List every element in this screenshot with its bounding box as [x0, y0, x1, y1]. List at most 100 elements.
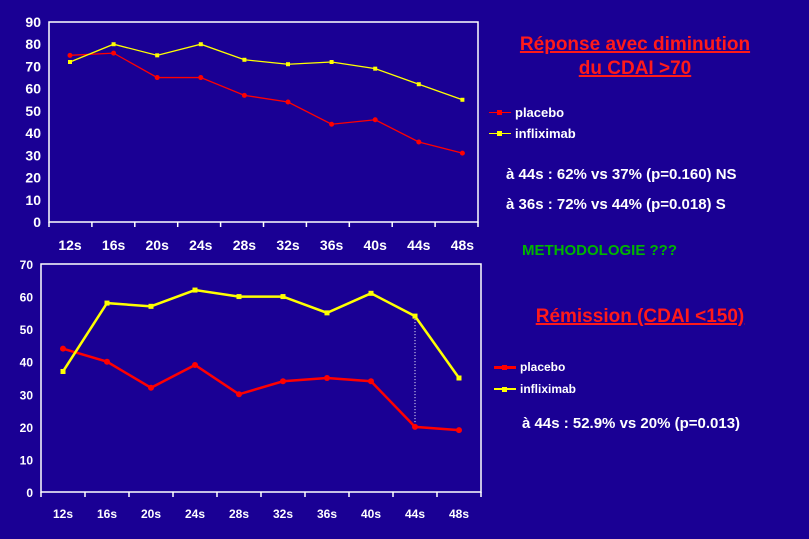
- chart2-x-tick-label: 44s: [405, 507, 425, 521]
- chart2-y-tick-label: 60: [20, 291, 34, 305]
- chart2-y-tick-label: 30: [20, 388, 34, 402]
- placebo-line-icon: [489, 110, 511, 115]
- chart2-placebo-point: [148, 384, 154, 391]
- chart1-placebo-point: [111, 50, 117, 56]
- chart2-placebo-point: [60, 345, 66, 352]
- chart2-infliximab-point: [236, 294, 242, 300]
- chart1-infliximab-point: [198, 42, 203, 47]
- chart2-infliximab-point: [368, 290, 374, 296]
- chart2-y-tick-label: 0: [26, 486, 33, 500]
- chart1-infliximab-point: [416, 82, 421, 87]
- chart1-infliximab-point: [242, 57, 247, 62]
- chart1-y-tick-label: 70: [25, 58, 41, 74]
- legend-label: placebo: [520, 360, 566, 374]
- chart1-infliximab-point: [155, 53, 160, 58]
- chart2-infliximab-point: [324, 310, 330, 316]
- chart1-x-tick-label: 44s: [407, 237, 431, 253]
- chart1-placebo-point: [241, 92, 247, 98]
- chart2-placebo-point: [456, 427, 462, 434]
- chart2-x-tick-label: 24s: [185, 507, 205, 521]
- chart2-x-tick-label: 16s: [97, 507, 117, 521]
- chart1-placebo-point: [67, 52, 73, 58]
- chart2-x-tick-label: 20s: [141, 507, 161, 521]
- chart2-placebo-point: [324, 375, 330, 381]
- chart2-legend-infliximab: infliximab: [494, 382, 576, 396]
- chart1-x-tick-label: 16s: [102, 237, 126, 253]
- infliximab-line-icon: [494, 387, 516, 392]
- chart1-x-tick-label: 40s: [364, 237, 388, 253]
- chart1-y-tick-label: 10: [25, 192, 41, 208]
- chart1-y-tick-label: 30: [25, 147, 41, 163]
- chart1-y-tick-label: 60: [25, 81, 41, 97]
- chart2-infliximab-point: [456, 375, 462, 381]
- chart2-placebo-point: [104, 358, 110, 365]
- chart1-infliximab-point: [329, 60, 334, 64]
- chart1-y-tick-label: 80: [25, 36, 41, 52]
- chart2-x-tick-label: 28s: [229, 507, 249, 521]
- chart1-placebo-point: [459, 150, 465, 156]
- chart2-y-tick-label: 20: [20, 421, 34, 435]
- legend-label: infliximab: [520, 382, 577, 396]
- stat-36s-response: à 36s : 72% vs 44% (p=0.018) S: [506, 196, 726, 213]
- stat-44s-remission: à 44s : 52.9% vs 20% (p=0.013): [522, 415, 741, 432]
- chart1-title-line2: du CDAI >70: [578, 58, 692, 79]
- chart2-placebo-point: [192, 361, 198, 368]
- chart1-legend-infliximab: infliximab: [489, 126, 576, 141]
- chart1-x-tick-label: 28s: [233, 237, 257, 253]
- chart1-x-tick-label: 12s: [58, 237, 82, 253]
- chart1-placebo-point: [154, 75, 160, 81]
- chart1-placebo-point: [372, 117, 378, 123]
- chart1-placebo-line: [69, 52, 463, 154]
- legend-label: placebo: [515, 105, 565, 120]
- chart1-infliximab-point: [111, 42, 116, 47]
- chart2-x-tick-label: 40s: [361, 507, 381, 521]
- chart1-infliximab-point: [286, 62, 290, 67]
- methodology-note: METHODOLOGIE ???: [522, 242, 677, 259]
- chart2-x-tick-label: 36s: [317, 507, 337, 521]
- chart2-y-tick-label: 70: [20, 258, 34, 272]
- chart2-x-tick-label: 12s: [53, 507, 73, 521]
- chart1-y-tick-label: 0: [33, 214, 41, 230]
- chart2-y-tick-label: 10: [20, 453, 34, 467]
- placebo-line-icon: [494, 364, 516, 370]
- chart2-placebo-line: [62, 347, 460, 432]
- chart2-title: Rémission (CDAI <150): [535, 306, 745, 327]
- chart1-y-tick-label: 90: [25, 14, 41, 30]
- chart2-infliximab-point: [412, 313, 418, 319]
- chart1-infliximab-line: [69, 43, 463, 101]
- chart1-x-tick-label: 20s: [146, 237, 170, 253]
- chart2-y-tick-label: 50: [20, 323, 34, 337]
- chart2-infliximab-point: [280, 294, 286, 300]
- chart1-infliximab-point: [68, 60, 72, 64]
- chart2-placebo-point: [236, 391, 242, 398]
- chart1-y-tick-label: 50: [25, 103, 41, 119]
- chart2-infliximab-point: [104, 300, 110, 306]
- stat-44s-response: à 44s : 62% vs 37% (p=0.160) NS: [506, 166, 737, 183]
- infliximab-line-icon: [489, 131, 511, 136]
- chart1-x-tick-label: 32s: [276, 237, 300, 253]
- chart2-x-tick-label: 48s: [449, 507, 469, 521]
- chart1-infliximab-point: [460, 97, 465, 102]
- chart1-placebo-point: [416, 139, 422, 145]
- chart2-legend-placebo: placebo: [494, 360, 565, 374]
- chart2-infliximab-point: [60, 368, 66, 374]
- chart2-infliximab-point: [148, 303, 154, 309]
- chart1-x-tick-label: 24s: [189, 237, 213, 253]
- chart2-infliximab-line: [61, 288, 461, 379]
- chart2-x-tick-label: 32s: [273, 507, 293, 521]
- chart1-y-tick-label: 40: [25, 125, 41, 141]
- chart1-placebo-point: [329, 121, 335, 127]
- chart1-placebo-point: [285, 99, 291, 105]
- chart1-placebo-point: [198, 75, 204, 81]
- chart1-infliximab-point: [373, 66, 378, 71]
- chart2-y-tick-label: 40: [20, 356, 34, 370]
- chart2-plot-frame: [40, 263, 482, 493]
- chart1-legend-placebo: placebo: [489, 105, 564, 120]
- chart2-placebo-point: [412, 423, 418, 430]
- chart1-y-tick-label: 20: [25, 170, 41, 186]
- chart1-x-tick-label: 36s: [320, 237, 344, 253]
- chart1-x-tick-label: 48s: [451, 237, 475, 253]
- chart1-title-line1: Réponse avec diminution: [519, 34, 751, 55]
- legend-label: infliximab: [515, 126, 576, 141]
